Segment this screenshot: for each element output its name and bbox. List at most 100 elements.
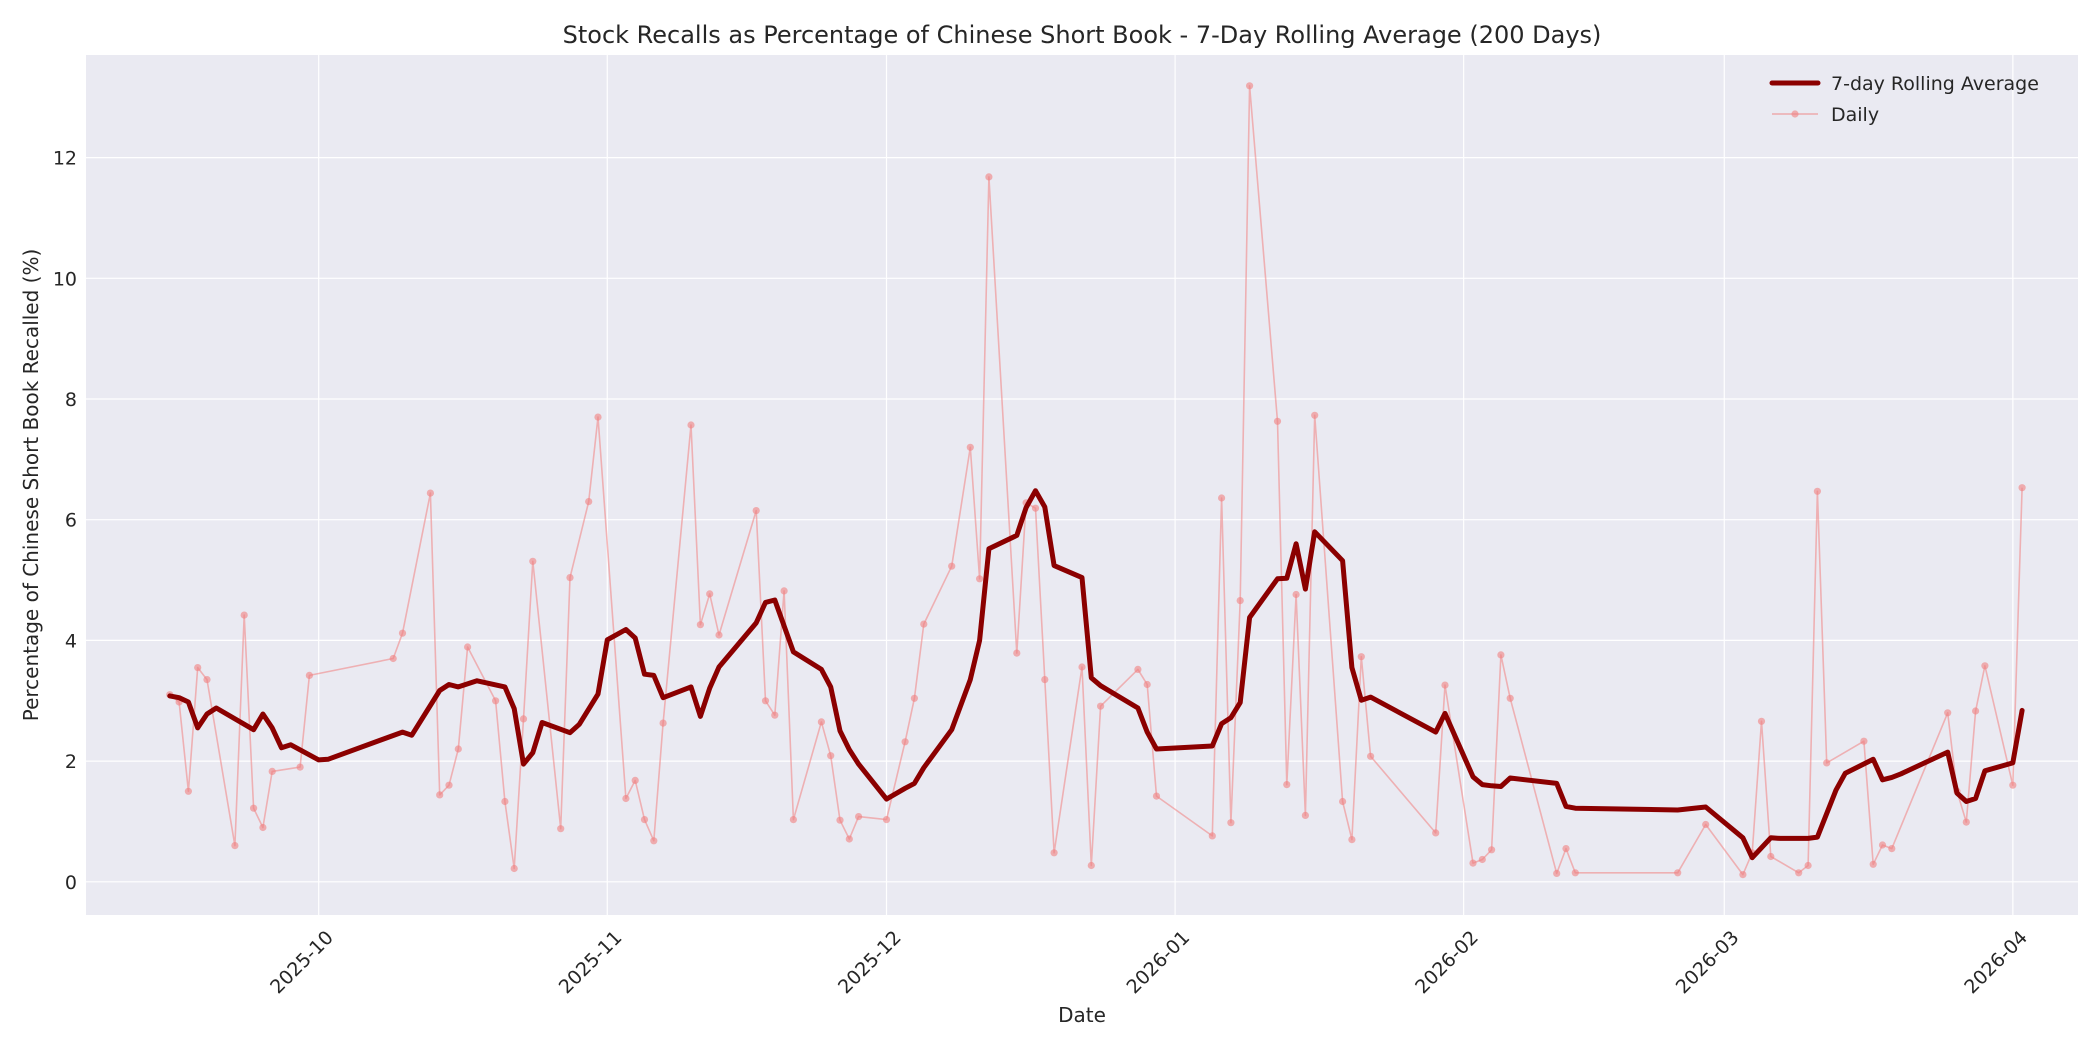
daily-point [976, 575, 984, 583]
daily-point [706, 590, 714, 598]
daily-point [836, 816, 844, 824]
daily-point [1488, 846, 1496, 854]
daily-point [594, 413, 602, 421]
daily-point [771, 711, 779, 719]
y-axis-label: Percentage of Chinese Short Book Recalle… [19, 249, 43, 722]
daily-point [529, 557, 537, 565]
daily-point [1878, 841, 1887, 849]
daily-point [1702, 820, 1710, 829]
daily-point [1087, 861, 1095, 870]
daily-point [250, 804, 258, 812]
daily-point [1339, 797, 1347, 806]
daily-point [1301, 811, 1309, 820]
legend-daily-marker [1791, 110, 1799, 118]
daily-point [2009, 781, 2017, 789]
daily-point [1367, 752, 1375, 760]
daily-point [1469, 859, 1477, 867]
daily-point [1152, 792, 1161, 800]
daily-point [1562, 845, 1570, 853]
daily-point [184, 787, 192, 795]
daily-point [1441, 681, 1449, 689]
daily-point [948, 562, 956, 570]
daily-point [650, 837, 658, 845]
daily-point [1097, 702, 1105, 710]
daily-point [1208, 832, 1216, 840]
daily-point [268, 767, 276, 776]
daily-point [492, 697, 500, 705]
daily-point [1944, 709, 1952, 717]
daily-point [1506, 694, 1514, 702]
plot-area [86, 55, 2078, 915]
daily-point [1962, 818, 1970, 826]
daily-point [519, 715, 528, 723]
y-tick-label: 10 [53, 268, 77, 290]
daily-point [1432, 829, 1440, 837]
daily-point [240, 611, 248, 619]
daily-point [1972, 707, 1980, 715]
daily-point [1478, 855, 1486, 864]
daily-point [752, 507, 760, 515]
daily-point [910, 694, 919, 702]
daily-point [1860, 737, 1868, 745]
daily-point [1143, 680, 1151, 689]
legend-rolling-label: 7-day Rolling Average [1831, 73, 2039, 95]
daily-point [510, 864, 518, 873]
daily-point [1283, 781, 1291, 789]
daily-point [1348, 836, 1356, 844]
daily-point [1078, 663, 1086, 671]
daily-point [827, 752, 835, 760]
daily-point [1227, 819, 1235, 827]
daily-point [1050, 849, 1058, 857]
daily-point [966, 443, 974, 451]
daily-point [1869, 860, 1877, 868]
series-layer [166, 82, 2026, 879]
daily-point [1218, 494, 1226, 502]
daily-point [1031, 504, 1040, 512]
daily-point [566, 574, 574, 582]
daily-point [882, 816, 891, 824]
daily-point [1246, 82, 1254, 90]
daily-point [231, 842, 239, 850]
y-tick-label: 2 [65, 751, 77, 773]
daily-point [454, 745, 462, 753]
legend-daily-label: Daily [1831, 104, 1879, 126]
daily-point [1571, 869, 1579, 877]
daily-point [1795, 869, 1803, 877]
daily-point [426, 489, 434, 497]
daily-point [2018, 484, 2026, 492]
daily-point [1767, 852, 1775, 861]
y-tick-label: 0 [65, 872, 77, 894]
daily-point [1041, 676, 1049, 684]
daily-point [398, 629, 407, 637]
daily-point [296, 763, 304, 771]
daily-point [1236, 597, 1244, 605]
daily-point [436, 791, 444, 799]
rolling-average-line [167, 488, 2025, 861]
daily-point [464, 643, 472, 651]
daily-point [1292, 590, 1300, 599]
y-tick-label: 6 [65, 510, 77, 532]
daily-point [715, 631, 723, 639]
y-tick-label: 4 [65, 630, 77, 652]
daily-point [761, 697, 770, 705]
daily-point [1134, 665, 1142, 674]
daily-point [1757, 717, 1766, 725]
daily-point [389, 654, 397, 663]
daily-point [780, 587, 788, 595]
daily-point [203, 676, 211, 684]
daily-point [985, 173, 993, 181]
x-axis-label: Date [1058, 1003, 1106, 1027]
daily-point [687, 421, 695, 429]
daily-point [1311, 411, 1319, 419]
daily-point [1674, 869, 1682, 877]
daily-point [305, 671, 313, 680]
chart-title: Stock Recalls as Percentage of Chinese S… [563, 21, 1602, 49]
daily-point [194, 664, 202, 672]
daily-point [259, 823, 267, 832]
daily-point [1823, 759, 1831, 767]
grid [86, 55, 2078, 915]
y-tick-label: 8 [65, 389, 77, 411]
daily-point [1739, 871, 1747, 879]
daily-point [501, 797, 509, 806]
